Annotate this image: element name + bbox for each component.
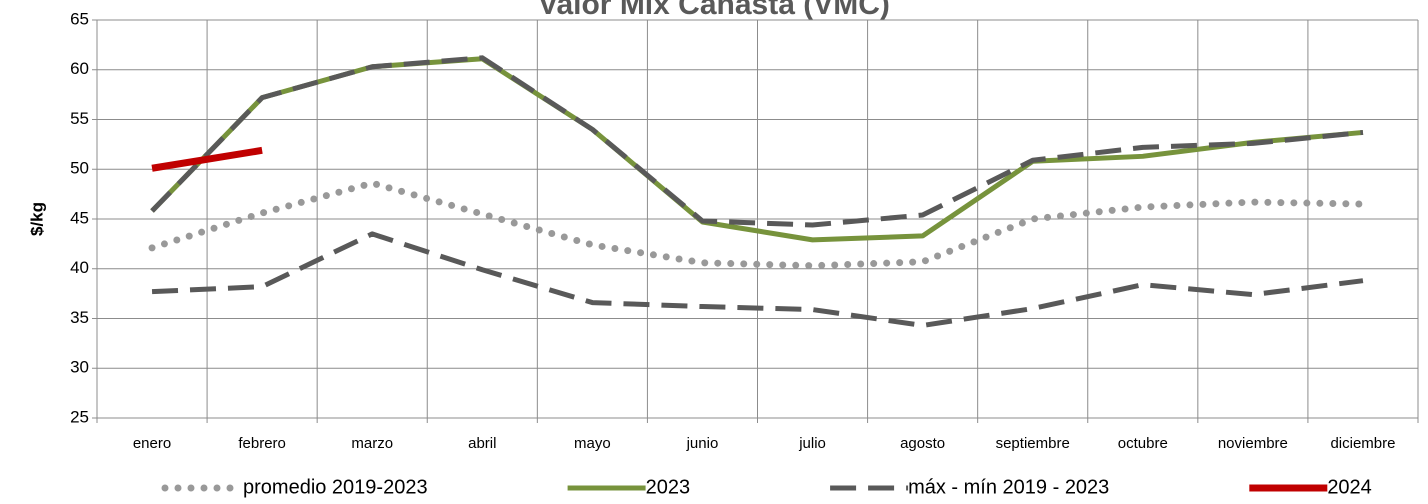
x-tick-label: mayo (574, 435, 611, 452)
x-tick-label: enero (133, 435, 171, 452)
legend-label: 2024 (1327, 476, 1372, 498)
legend-label: promedio 2019-2023 (243, 476, 428, 498)
x-tick-label: junio (686, 435, 719, 452)
legend-label: máx - mín 2019 - 2023 (908, 476, 1109, 498)
y-tick-label: 45 (70, 208, 89, 227)
series-line (148, 179, 1367, 270)
y-tick-label: 65 (70, 9, 89, 28)
x-tick-label: abril (468, 435, 496, 452)
y-tick-label: 40 (70, 258, 89, 277)
y-tick-label: 35 (70, 308, 89, 327)
x-tick-label: octubre (1118, 435, 1168, 452)
x-tick-label: febrero (238, 435, 286, 452)
series-line (151, 231, 1364, 328)
x-tick-label: diciembre (1330, 435, 1395, 452)
x-tick-label: julio (798, 435, 826, 452)
x-tick-label: noviembre (1218, 435, 1288, 452)
y-axis-label: $/kg (27, 202, 46, 236)
x-tick-label: agosto (900, 435, 945, 452)
y-tick-label: 50 (70, 159, 89, 178)
y-tick-label: 30 (70, 358, 89, 377)
legend-label: 2023 (646, 476, 691, 498)
y-tick-label: 60 (70, 59, 89, 78)
x-tick-label: marzo (351, 435, 393, 452)
series-line (150, 55, 1364, 228)
chart-title: Valor Mix Canasta (VMC) (538, 0, 890, 21)
y-tick-label: 25 (70, 407, 89, 426)
series-line (151, 146, 263, 172)
x-tick-label: septiembre (996, 435, 1070, 452)
y-tick-label: 55 (70, 109, 89, 128)
